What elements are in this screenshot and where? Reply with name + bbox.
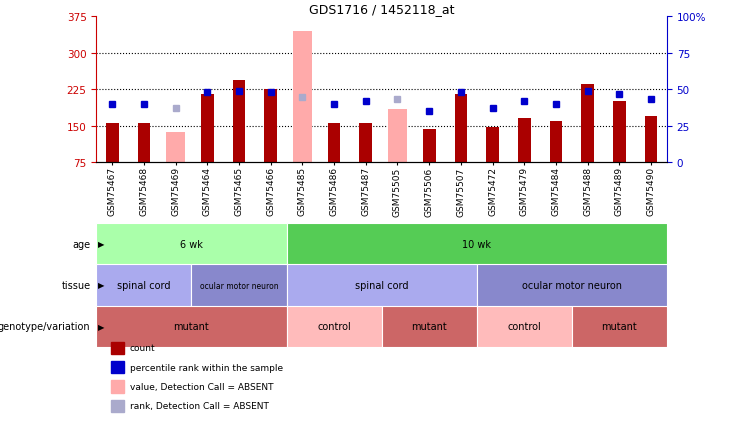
Bar <box>388 109 407 163</box>
Text: ▶: ▶ <box>98 281 104 290</box>
Title: GDS1716 / 1452118_at: GDS1716 / 1452118_at <box>309 3 454 16</box>
Text: percentile rank within the sample: percentile rank within the sample <box>130 363 283 372</box>
Text: 6 wk: 6 wk <box>180 239 203 249</box>
Text: count: count <box>130 344 156 352</box>
Bar <box>96 306 287 347</box>
Text: spinal cord: spinal cord <box>355 280 408 290</box>
Text: mutant: mutant <box>411 322 447 332</box>
Text: control: control <box>317 322 351 332</box>
Bar <box>486 127 499 163</box>
Bar <box>550 122 562 163</box>
Text: value, Detection Call = ABSENT: value, Detection Call = ABSENT <box>130 382 273 391</box>
Text: genotype/variation: genotype/variation <box>0 322 90 332</box>
Bar <box>293 32 312 163</box>
Text: 10 wk: 10 wk <box>462 239 491 249</box>
Bar <box>138 124 150 163</box>
Bar <box>201 95 213 163</box>
Bar <box>287 306 382 347</box>
Bar <box>645 117 657 163</box>
Bar <box>265 90 277 163</box>
Text: age: age <box>73 239 90 249</box>
Text: ocular motor neuron: ocular motor neuron <box>199 281 279 290</box>
Bar <box>233 80 245 163</box>
Bar <box>581 85 594 163</box>
Bar <box>359 124 372 163</box>
Bar <box>518 119 531 163</box>
Bar <box>476 306 572 347</box>
Bar <box>423 130 436 163</box>
Text: ▶: ▶ <box>98 322 104 331</box>
Bar <box>166 132 185 163</box>
Bar <box>454 95 467 163</box>
Text: ocular motor neuron: ocular motor neuron <box>522 280 622 290</box>
Bar <box>287 224 667 265</box>
Bar <box>613 102 625 163</box>
Text: rank, Detection Call = ABSENT: rank, Detection Call = ABSENT <box>130 401 268 411</box>
Text: mutant: mutant <box>173 322 209 332</box>
Bar <box>328 124 340 163</box>
Bar <box>96 224 287 265</box>
Text: spinal cord: spinal cord <box>117 280 170 290</box>
Text: mutant: mutant <box>602 322 637 332</box>
Bar <box>572 306 667 347</box>
Bar <box>382 306 476 347</box>
Bar <box>476 265 667 306</box>
Text: tissue: tissue <box>62 280 90 290</box>
Bar <box>191 265 287 306</box>
Bar <box>96 265 191 306</box>
Text: ▶: ▶ <box>98 240 104 249</box>
Text: control: control <box>508 322 541 332</box>
Bar <box>287 265 476 306</box>
Bar <box>106 124 119 163</box>
